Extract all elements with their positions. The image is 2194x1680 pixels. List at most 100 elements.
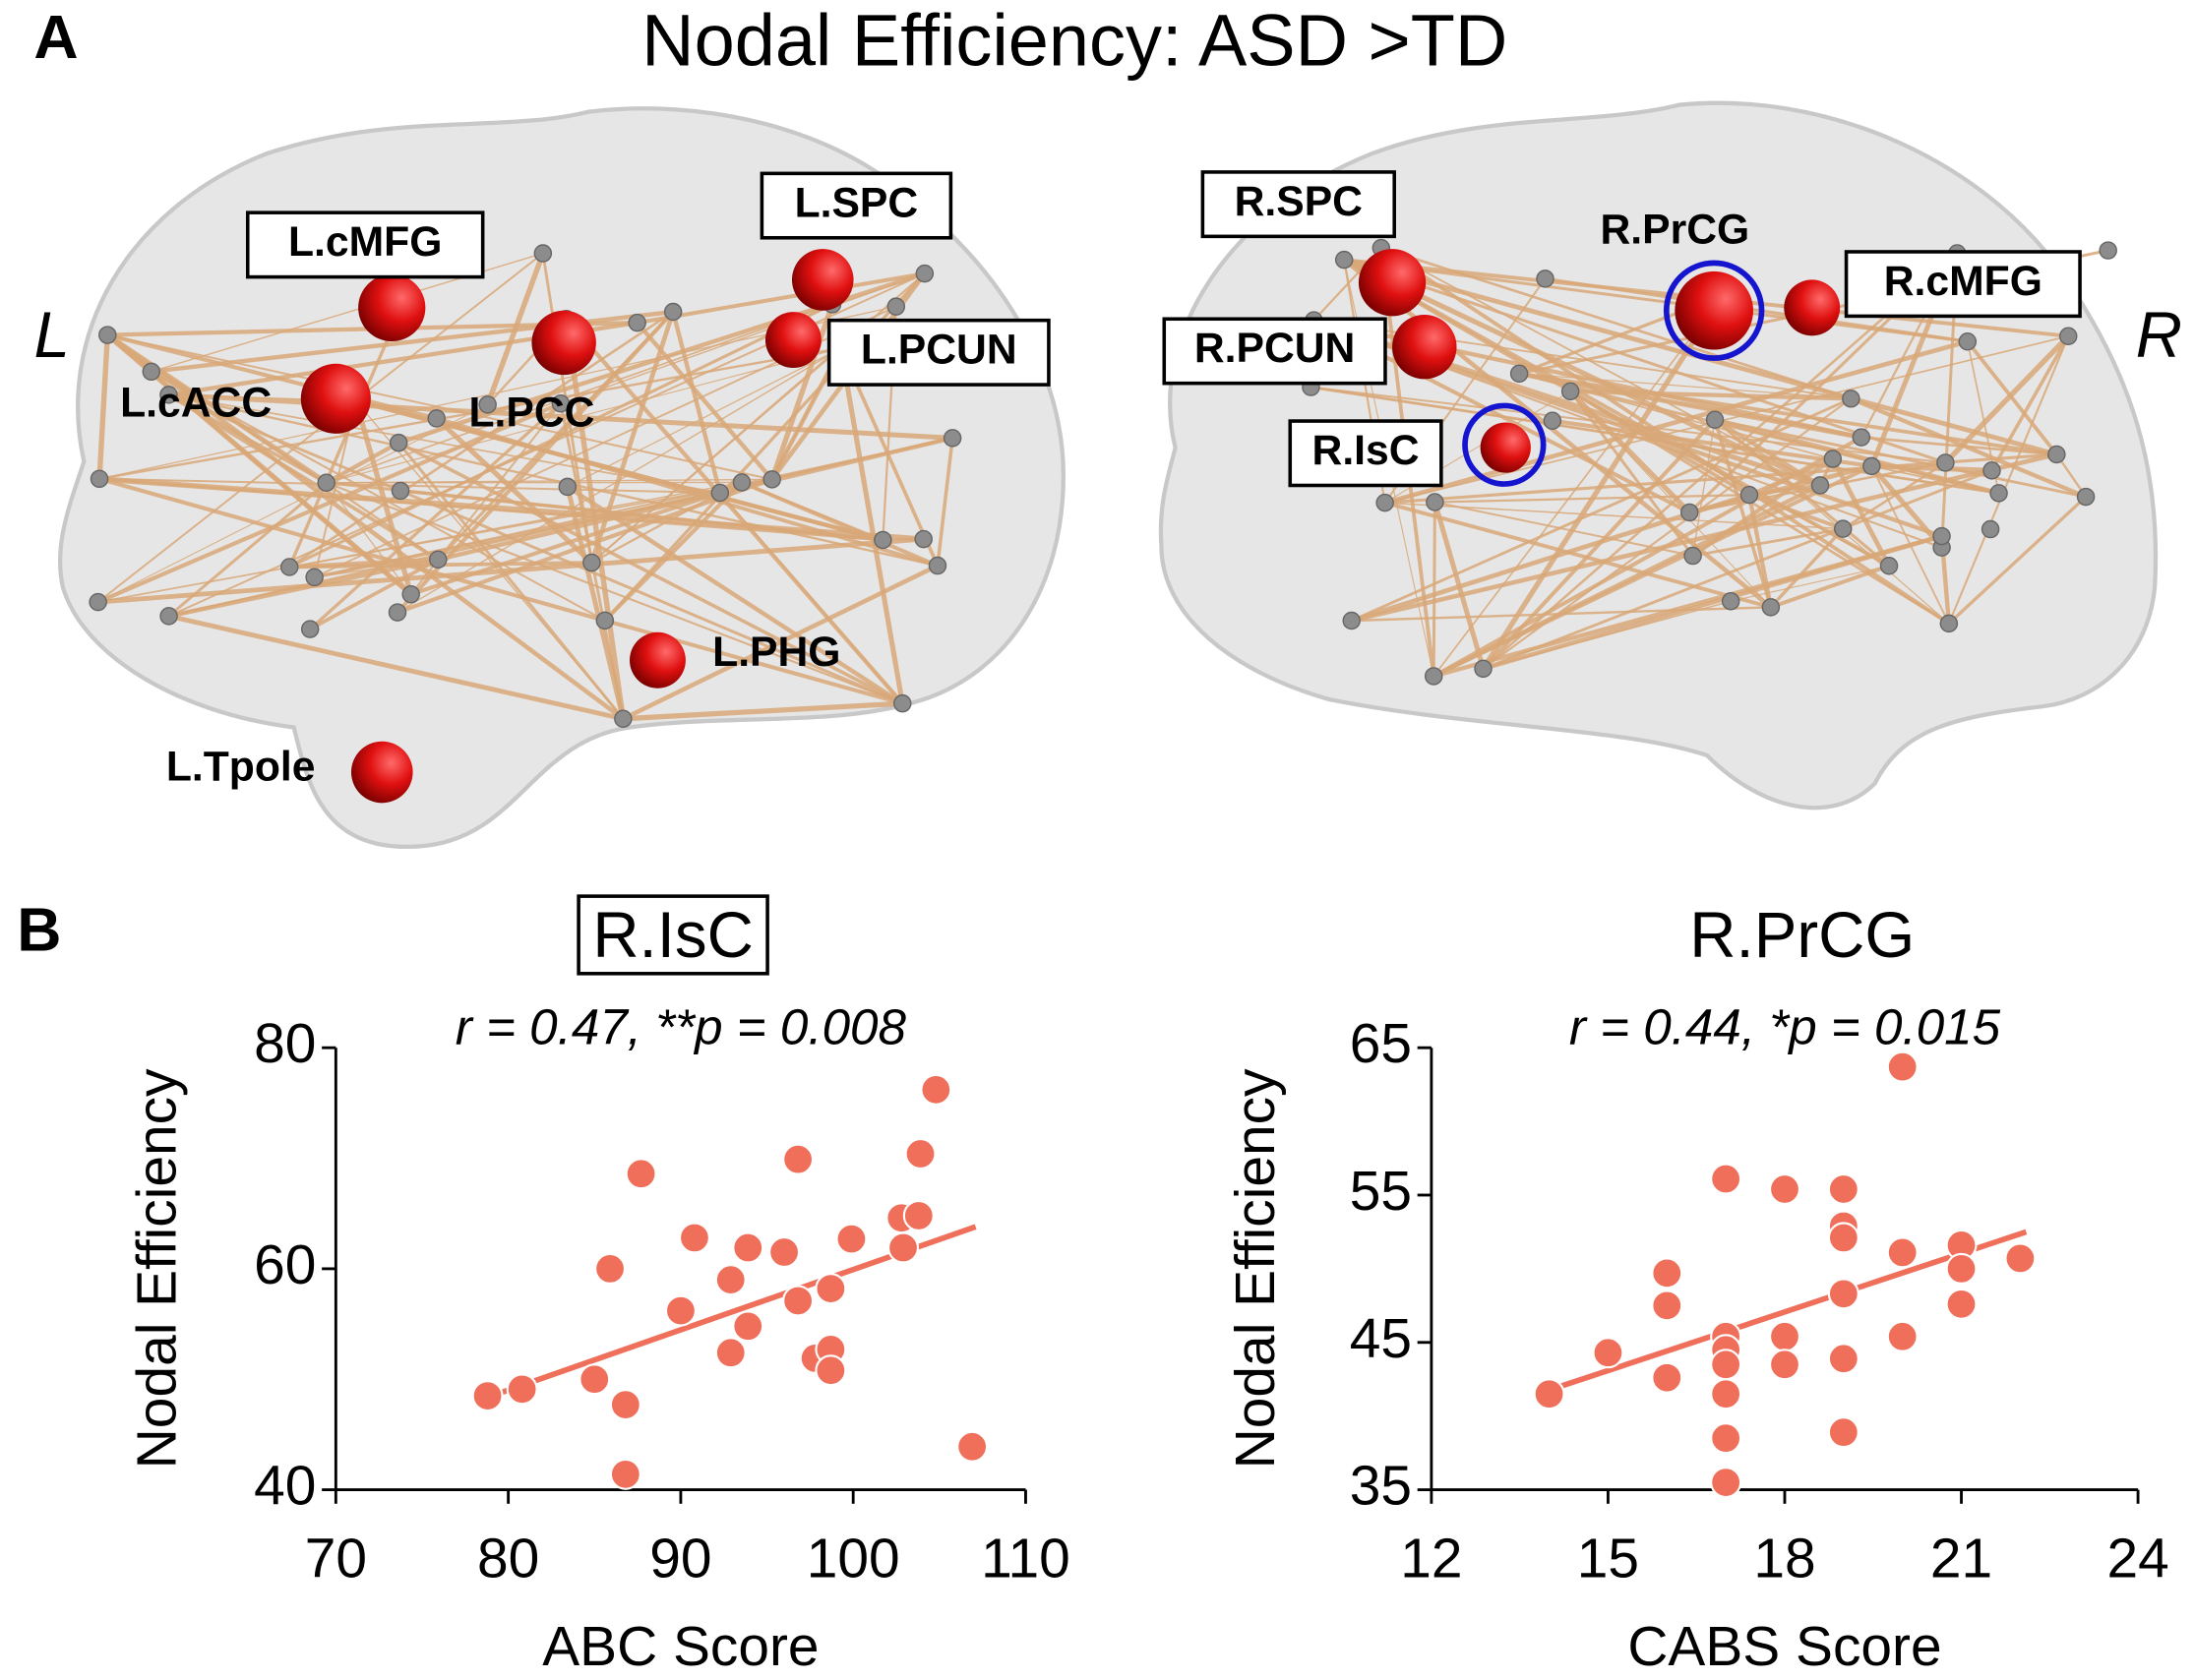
label-box xyxy=(1844,250,2082,319)
network-edge xyxy=(1481,294,1726,671)
network-node xyxy=(928,556,947,575)
network-edge xyxy=(671,311,722,494)
point xyxy=(1651,1361,1683,1394)
label-box xyxy=(1162,317,1387,386)
figure-title: Nodal Efficiency: ASD >TD xyxy=(641,0,1507,81)
region-label: L.cMFG xyxy=(288,218,442,266)
network-edge xyxy=(1947,495,2088,626)
network-edge xyxy=(567,347,841,488)
point xyxy=(904,1138,937,1170)
network-node xyxy=(628,313,646,332)
point xyxy=(1533,1378,1565,1410)
y-tick-label: 45 xyxy=(1350,1308,1412,1370)
label-box xyxy=(826,318,1051,387)
network-edge xyxy=(1842,461,1947,530)
chart-title: R.IsC xyxy=(592,899,754,971)
region-label: L.SPC xyxy=(795,179,919,226)
point xyxy=(956,1430,989,1463)
point xyxy=(1827,1278,1859,1310)
network-edge xyxy=(98,476,924,542)
network-edge xyxy=(566,485,904,706)
network-node xyxy=(90,469,109,489)
point xyxy=(1886,1050,1919,1083)
network-node xyxy=(427,409,446,428)
x-tick-label: 90 xyxy=(649,1529,711,1590)
x-tick-label: 18 xyxy=(1753,1529,1815,1590)
network-edge xyxy=(1434,501,1693,558)
network-node xyxy=(1536,270,1554,288)
network-node xyxy=(89,592,107,612)
y-tick-label: 80 xyxy=(254,1013,316,1075)
chart-title: R.PrCG xyxy=(1689,899,1915,971)
x-axis-label: ABC Score xyxy=(542,1616,819,1678)
point xyxy=(1886,1236,1919,1269)
network-node xyxy=(1721,591,1740,611)
region-label: R.cMFG xyxy=(1884,258,2042,305)
network-edge xyxy=(769,303,835,481)
network-node xyxy=(2076,487,2096,507)
region-label: L.cACC xyxy=(120,380,272,427)
hub-node xyxy=(300,363,371,434)
network-node xyxy=(893,693,912,713)
network-node xyxy=(874,530,892,550)
network-edge xyxy=(168,393,720,494)
point xyxy=(1651,1257,1683,1290)
network-node xyxy=(1862,456,1881,476)
y-axis-label: Nodal Efficiency xyxy=(1225,1068,1287,1469)
point xyxy=(1592,1337,1624,1369)
x-tick-label: 80 xyxy=(477,1529,539,1590)
point xyxy=(902,1199,935,1231)
network-node xyxy=(1842,390,1860,408)
network-edge xyxy=(1483,469,1992,671)
x-axis-label: CABS Score xyxy=(1627,1616,1941,1678)
hub-node xyxy=(350,741,413,804)
network-node xyxy=(1981,519,2000,539)
annotation: r = 0.44, *p = 0.015 xyxy=(1569,999,2001,1055)
network-edge xyxy=(1989,334,2070,472)
network-node xyxy=(710,483,730,503)
network-node xyxy=(1852,428,1871,447)
point xyxy=(1710,1422,1742,1455)
network-edge xyxy=(623,700,903,722)
network-edge xyxy=(434,416,594,565)
point xyxy=(1827,1416,1859,1449)
panel-label: A xyxy=(33,3,78,72)
network-node xyxy=(914,529,933,549)
network-node xyxy=(886,297,906,316)
network-edge xyxy=(309,558,440,631)
network-edge xyxy=(1432,483,1821,679)
network-edge xyxy=(1344,258,1969,343)
network-node xyxy=(1705,410,1725,429)
network-node xyxy=(582,553,601,572)
hub-node xyxy=(764,312,822,369)
network-edge xyxy=(636,321,774,481)
point xyxy=(732,1310,764,1343)
network-node xyxy=(1761,598,1781,617)
network-node xyxy=(762,470,781,489)
network-node xyxy=(1474,659,1493,679)
network-edge xyxy=(355,400,624,720)
network-node xyxy=(558,477,578,497)
network-node xyxy=(551,393,571,413)
point xyxy=(471,1380,504,1412)
network-edge xyxy=(436,416,939,568)
point xyxy=(920,1073,952,1106)
network-node xyxy=(1334,250,1354,270)
network-edge xyxy=(1871,463,1992,473)
point xyxy=(1945,1288,1978,1320)
point xyxy=(2004,1242,2037,1275)
network-edge xyxy=(1351,451,2057,624)
point xyxy=(768,1236,801,1269)
network-edge xyxy=(1310,386,1946,464)
x-tick-label: 100 xyxy=(807,1529,900,1590)
network-edge xyxy=(1380,246,1852,400)
network-edge xyxy=(106,332,438,421)
hub-node xyxy=(630,631,686,689)
network-edge xyxy=(719,492,903,704)
point xyxy=(678,1222,710,1254)
point xyxy=(625,1158,657,1190)
point xyxy=(1827,1222,1859,1254)
point xyxy=(714,1337,747,1369)
point xyxy=(1827,1172,1859,1205)
